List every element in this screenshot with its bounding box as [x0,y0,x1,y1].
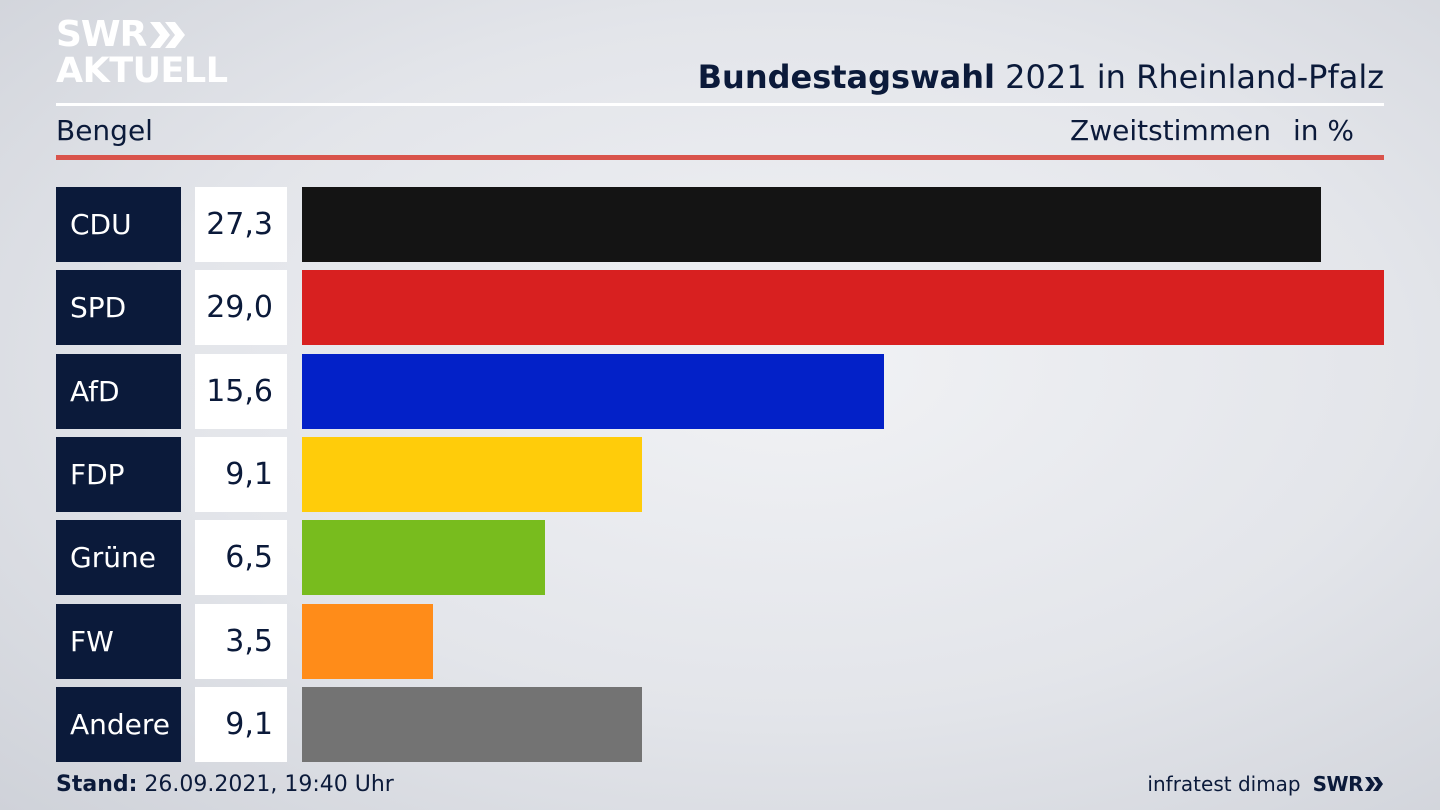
party-label-cdu: CDU [56,187,181,262]
measure-name: Zweitstimmen [1070,114,1271,147]
value-label-afd: 15,6 [195,354,287,429]
title-election: Bundestagswahl [697,58,995,96]
party-label-spd: SPD [56,270,181,345]
swr-footer-logo: SWR [1313,772,1384,796]
party-label-fw: FW [56,604,181,679]
timestamp: Stand: 26.09.2021, 19:40 Uhr [56,772,394,797]
party-label-fdp: FDP [56,437,181,512]
bar-row-andere: Andere 9,1 [56,687,1384,762]
bar-row-spd: SPD 29,0 [56,270,1384,345]
bar-spd [302,270,1384,345]
bar-row-fdp: FDP 9,1 [56,437,1384,512]
data-source: infratest dimap [1147,772,1301,796]
value-label-andere: 9,1 [195,687,287,762]
title-year-region: 2021 in Rheinland-Pfalz [1005,58,1384,96]
bar-cdu [302,187,1321,262]
double-chevron-icon [150,22,186,48]
measure-unit: in % [1292,114,1354,147]
bar-row-cdu: CDU 27,3 [56,187,1384,262]
accent-divider [56,155,1384,160]
bar-row-gr-ne: Grüne 6,5 [56,520,1384,595]
bar-row-fw: FW 3,5 [56,604,1384,679]
swr-aktuell-logo: SWR AKTUELL [56,16,228,89]
timestamp-label: Stand: [56,772,138,797]
party-label-andere: Andere [56,687,181,762]
value-label-fdp: 9,1 [195,437,287,512]
measure-label: Zweitstimmen in % [1070,114,1354,147]
region-label: Bengel [56,114,153,147]
logo-swr-text: SWR [56,14,147,55]
party-label-gr-ne: Grüne [56,520,181,595]
bar-gr-ne [302,520,545,595]
bar-andere [302,687,642,762]
bar-fdp [302,437,642,512]
footer-credits: infratest dimap SWR [1147,772,1384,796]
party-label-afd: AfD [56,354,181,429]
bar-fw [302,604,433,679]
bar-row-afd: AfD 15,6 [56,354,1384,429]
footer-logo-text: SWR [1312,772,1364,796]
bar-afd [302,354,884,429]
value-label-fw: 3,5 [195,604,287,679]
value-label-cdu: 27,3 [195,187,287,262]
logo-aktuell-text: AKTUELL [56,51,228,91]
chart-title: Bundestagswahl 2021 in Rheinland-Pfalz [698,58,1384,96]
value-label-gr-ne: 6,5 [195,520,287,595]
timestamp-value: 26.09.2021, 19:40 Uhr [144,772,394,797]
double-chevron-icon [1365,777,1383,791]
header-divider [56,103,1384,106]
value-label-spd: 29,0 [195,270,287,345]
